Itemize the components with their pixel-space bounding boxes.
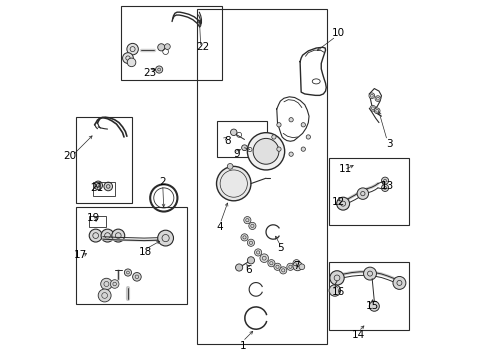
Circle shape <box>276 147 281 151</box>
Circle shape <box>381 184 388 192</box>
Circle shape <box>230 129 237 135</box>
Circle shape <box>298 264 304 270</box>
Circle shape <box>110 280 119 288</box>
Circle shape <box>94 181 102 190</box>
Text: 23: 23 <box>142 68 156 78</box>
Circle shape <box>260 254 268 262</box>
Circle shape <box>273 263 281 270</box>
Circle shape <box>374 96 380 102</box>
Text: 22: 22 <box>196 42 209 52</box>
Circle shape <box>276 123 281 127</box>
Bar <box>216 121 266 157</box>
Bar <box>76 117 131 203</box>
Circle shape <box>356 188 368 199</box>
Circle shape <box>381 177 388 184</box>
Bar <box>328 158 408 225</box>
Text: 15: 15 <box>366 301 379 311</box>
Text: 16: 16 <box>331 287 345 297</box>
Text: 2: 2 <box>159 177 166 187</box>
Circle shape <box>247 133 284 170</box>
Circle shape <box>363 267 376 280</box>
Circle shape <box>89 229 102 242</box>
Text: 13: 13 <box>380 181 393 192</box>
Circle shape <box>288 152 293 156</box>
Circle shape <box>101 229 114 242</box>
Circle shape <box>158 44 164 51</box>
Text: 21: 21 <box>90 183 103 193</box>
Circle shape <box>292 260 300 267</box>
Circle shape <box>244 217 250 224</box>
Circle shape <box>368 93 374 99</box>
Circle shape <box>301 123 305 127</box>
Circle shape <box>216 166 250 201</box>
Circle shape <box>305 135 310 139</box>
Circle shape <box>336 197 349 210</box>
Circle shape <box>279 267 286 274</box>
Circle shape <box>158 230 173 246</box>
Circle shape <box>286 263 293 270</box>
Text: 17: 17 <box>74 250 87 260</box>
Circle shape <box>248 222 255 229</box>
Circle shape <box>267 260 274 267</box>
Bar <box>93 182 115 196</box>
Circle shape <box>155 66 163 73</box>
Circle shape <box>122 53 133 63</box>
Text: 11: 11 <box>338 164 351 174</box>
Circle shape <box>101 278 112 290</box>
Circle shape <box>227 163 233 169</box>
Circle shape <box>247 257 254 264</box>
Text: 1: 1 <box>239 341 245 351</box>
Text: 8: 8 <box>224 136 230 145</box>
Circle shape <box>329 271 344 285</box>
Bar <box>76 207 187 304</box>
Bar <box>328 262 408 330</box>
Text: 14: 14 <box>351 330 365 340</box>
Text: 18: 18 <box>139 247 152 257</box>
Circle shape <box>124 269 131 276</box>
Text: 19: 19 <box>87 213 101 222</box>
Circle shape <box>369 105 375 111</box>
Circle shape <box>301 147 305 151</box>
Text: 5: 5 <box>277 243 283 253</box>
Text: 20: 20 <box>63 150 76 161</box>
Circle shape <box>247 239 254 246</box>
Bar <box>121 6 222 80</box>
Circle shape <box>368 301 379 311</box>
Text: 7: 7 <box>293 261 299 271</box>
Circle shape <box>112 229 124 242</box>
Circle shape <box>392 276 405 289</box>
Circle shape <box>328 285 340 296</box>
Text: 9: 9 <box>233 149 240 159</box>
Bar <box>88 216 106 227</box>
Circle shape <box>271 135 276 139</box>
Text: 3: 3 <box>386 139 392 149</box>
Circle shape <box>98 289 111 302</box>
Text: 4: 4 <box>216 222 223 231</box>
Text: 10: 10 <box>331 28 345 38</box>
Circle shape <box>373 108 379 114</box>
Circle shape <box>126 43 138 55</box>
Circle shape <box>235 264 242 271</box>
Circle shape <box>254 249 261 256</box>
Circle shape <box>104 182 112 191</box>
Text: 12: 12 <box>331 197 345 207</box>
Bar <box>197 9 326 344</box>
Circle shape <box>132 273 141 281</box>
Circle shape <box>253 138 278 164</box>
Circle shape <box>288 118 293 122</box>
Circle shape <box>292 261 302 271</box>
Circle shape <box>164 44 170 49</box>
Text: 6: 6 <box>244 265 251 275</box>
Circle shape <box>127 58 136 67</box>
Circle shape <box>241 145 247 150</box>
Circle shape <box>241 234 247 241</box>
